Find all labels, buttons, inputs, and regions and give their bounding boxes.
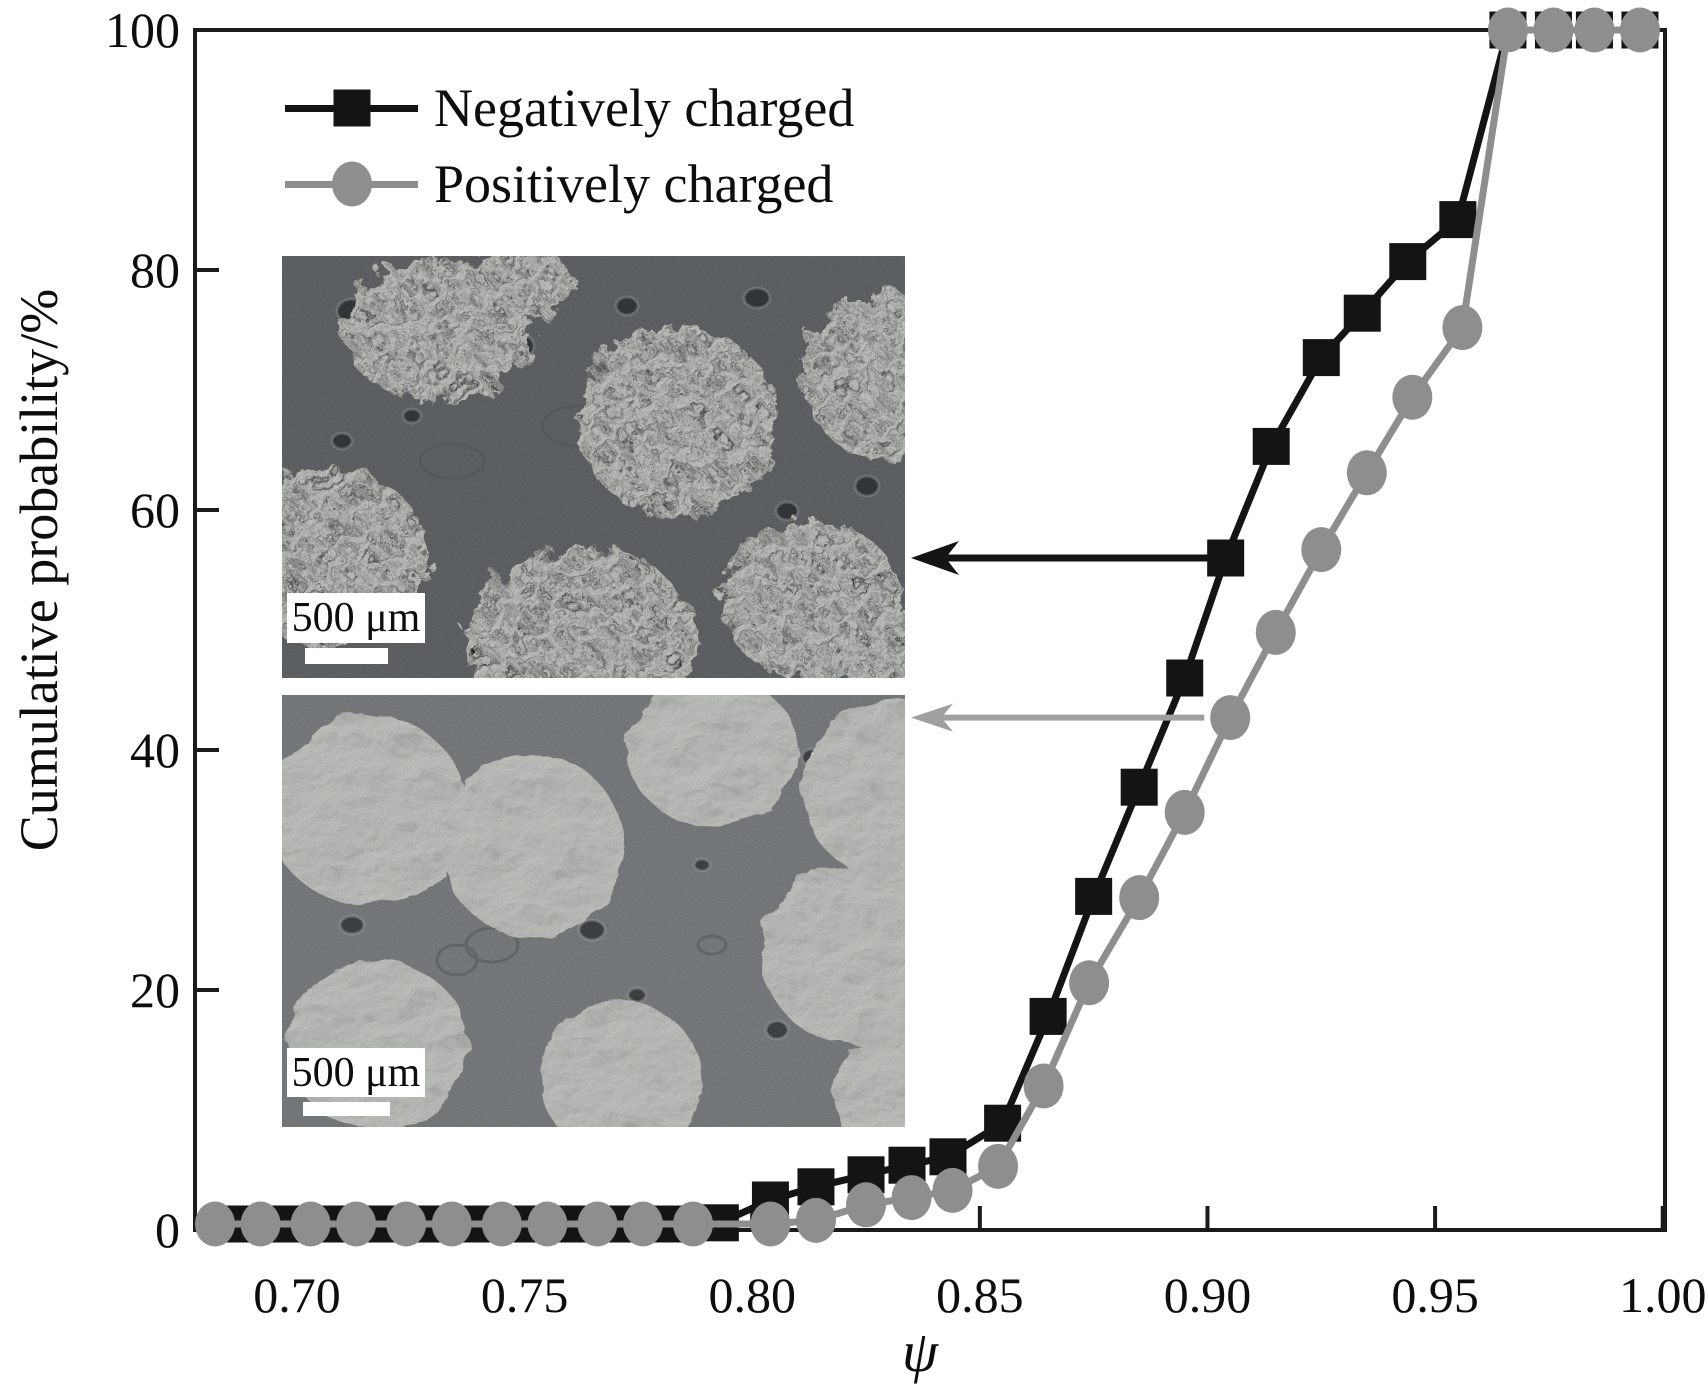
arrow-to-positively-charged-inset — [911, 703, 1205, 732]
data-series — [195, 7, 1660, 1247]
sem-inset-positively-charged: 500 μm — [282, 695, 905, 1127]
data-point-marker — [1023, 1063, 1064, 1109]
legend-item-positively-charged: Positively charged — [285, 146, 854, 222]
data-point-marker — [336, 1201, 377, 1247]
data-point-marker — [1120, 768, 1158, 806]
x-axis-label: ψ — [901, 1319, 939, 1384]
data-point-marker — [240, 1201, 281, 1247]
legend-sample-line-square — [285, 85, 418, 131]
arrow-to-negatively-charged-inset — [911, 541, 1208, 575]
y-tick-label: 80 — [130, 242, 180, 298]
data-point-marker — [1164, 789, 1205, 835]
data-point-marker — [527, 1201, 568, 1247]
scale-bar-label: 500 μm — [287, 593, 425, 643]
data-point-marker — [577, 1201, 618, 1247]
data-point-marker — [1533, 7, 1574, 53]
arrow-head — [911, 541, 959, 575]
legend-label: Positively charged — [434, 154, 834, 214]
data-point-marker — [1069, 960, 1110, 1006]
data-point-marker — [1442, 305, 1483, 351]
data-point-marker — [750, 1201, 791, 1247]
data-point-marker — [431, 1201, 472, 1247]
y-tick-label: 40 — [130, 722, 180, 778]
x-tick-label: 1.00 — [1619, 1267, 1707, 1323]
axis-tick-labels: 0.70 0.75 0.80 0.85 0.90 0.95 1.00 0 20 40 60 80 100 — [105, 2, 1706, 1323]
data-point-marker — [290, 1201, 331, 1247]
data-point-marker — [1255, 609, 1296, 655]
data-point-marker — [1389, 243, 1427, 281]
legend: Negatively charged Positively charged — [285, 70, 854, 222]
data-point-marker — [1252, 427, 1290, 465]
data-point-marker — [1392, 374, 1433, 420]
annotation-arrows — [911, 541, 1208, 732]
y-axis-label: Cumulative probability/% — [9, 288, 69, 852]
y-tick-label: 20 — [130, 962, 180, 1018]
sem-inset-negatively-charged: 500 μm — [282, 256, 905, 678]
scale-bar-label: 500 μm — [287, 1048, 425, 1097]
data-point-marker — [1574, 7, 1615, 53]
data-point-marker — [1119, 875, 1160, 921]
data-point-marker — [1301, 527, 1342, 573]
data-point-marker — [1343, 294, 1381, 332]
data-point-marker — [1210, 695, 1251, 741]
data-point-marker — [673, 1201, 714, 1247]
data-point-marker — [1207, 539, 1245, 577]
x-tick-label: 0.80 — [708, 1267, 796, 1323]
square-marker-icon — [333, 89, 370, 127]
x-tick-label: 0.70 — [253, 1267, 341, 1323]
data-point-marker — [622, 1201, 663, 1247]
data-point-marker — [1166, 659, 1204, 697]
plot-frame-rect — [193, 28, 1667, 1232]
data-point-marker — [1075, 877, 1113, 915]
series-markers-positively-charged — [195, 7, 1660, 1247]
arrow-head — [911, 703, 953, 732]
x-tick-label: 0.75 — [481, 1267, 569, 1323]
y-tick-label: 0 — [155, 1202, 180, 1258]
plot-frame — [193, 28, 1667, 1232]
data-point-marker — [195, 1201, 236, 1247]
data-point-marker — [978, 1143, 1019, 1189]
legend-label: Negatively charged — [434, 78, 855, 138]
data-point-marker — [846, 1182, 887, 1228]
data-point-marker — [795, 1197, 836, 1243]
legend-item-negatively-charged: Negatively charged — [285, 70, 854, 146]
data-point-marker — [1029, 997, 1067, 1035]
y-tick-label: 60 — [130, 482, 180, 538]
data-point-marker — [891, 1175, 932, 1221]
scale-bar — [303, 1102, 390, 1116]
x-tick-label: 0.95 — [1391, 1267, 1479, 1323]
circle-marker-icon — [331, 161, 372, 207]
legend-sample-line-circle — [285, 161, 418, 207]
x-tick-label: 0.90 — [1164, 1267, 1252, 1323]
data-point-marker — [1346, 450, 1387, 496]
data-point-marker — [1302, 339, 1340, 377]
data-point-marker — [1487, 7, 1528, 53]
y-tick-label: 100 — [105, 2, 180, 58]
data-point-marker — [1439, 201, 1477, 239]
data-point-marker — [481, 1201, 522, 1247]
x-tick-label: 0.85 — [936, 1267, 1024, 1323]
data-point-marker — [386, 1201, 427, 1247]
scale-bar — [305, 648, 388, 664]
data-point-marker — [1619, 7, 1660, 53]
data-point-marker — [932, 1167, 973, 1213]
